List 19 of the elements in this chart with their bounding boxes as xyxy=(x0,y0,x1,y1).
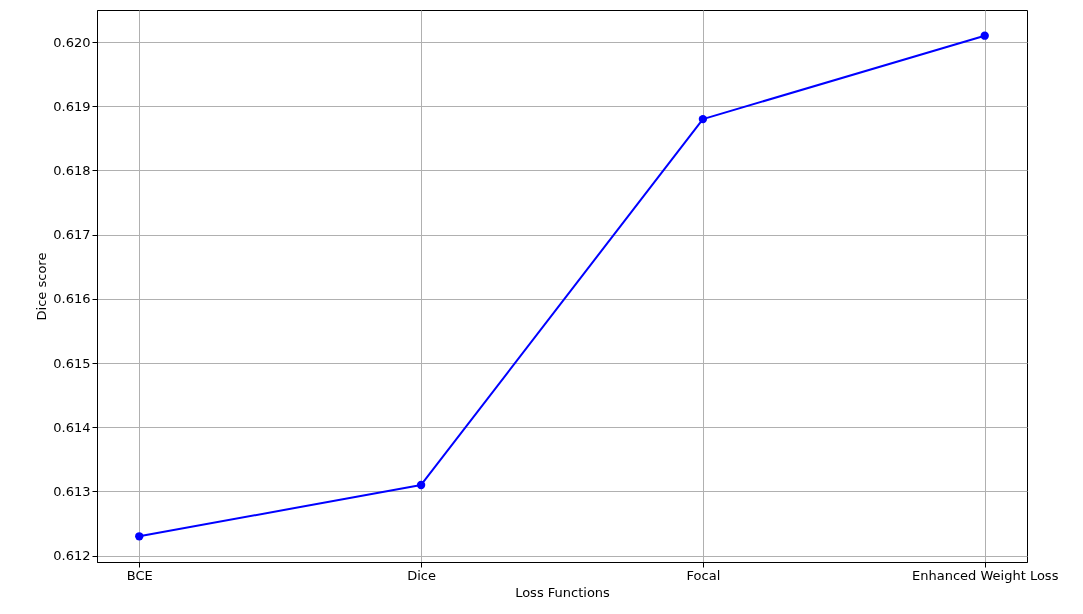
x-axis-title: Loss Functions xyxy=(515,584,611,600)
x-tick-label: Focal xyxy=(686,567,721,583)
y-axis-title: Dice score xyxy=(34,252,50,321)
x-tick-label: Enhanced Weight Loss xyxy=(912,567,1059,583)
point xyxy=(698,114,708,124)
y-tick-label: 0.616 xyxy=(53,291,91,307)
point xyxy=(135,532,144,541)
y-tick-label: 0.615 xyxy=(53,355,91,371)
point xyxy=(416,480,426,490)
y-tick-label: 0.619 xyxy=(53,98,91,114)
y-tick-label: 0.613 xyxy=(53,483,91,499)
x-tick-label: BCE xyxy=(126,567,153,583)
x-tick-label: Dice xyxy=(407,567,436,583)
y-tick-label: 0.620 xyxy=(53,34,91,50)
point xyxy=(980,31,989,40)
y-tick-label: 0.617 xyxy=(53,227,91,243)
y-tick-label: 0.614 xyxy=(53,419,91,435)
y-tick-label: 0.612 xyxy=(53,548,91,564)
y-tick-label: 0.618 xyxy=(53,162,91,178)
